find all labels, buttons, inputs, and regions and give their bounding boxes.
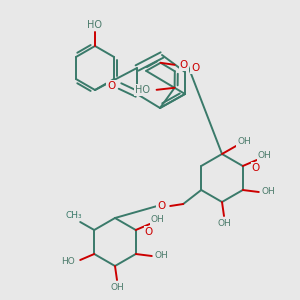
Text: OH: OH bbox=[151, 215, 165, 224]
Text: OH: OH bbox=[155, 251, 169, 260]
Text: HO: HO bbox=[135, 85, 150, 95]
Text: OH: OH bbox=[258, 152, 272, 160]
Text: CH₃: CH₃ bbox=[66, 211, 82, 220]
Text: OH: OH bbox=[262, 188, 276, 196]
Text: HO: HO bbox=[88, 20, 103, 30]
Text: O: O bbox=[157, 201, 165, 211]
Text: HO: HO bbox=[61, 257, 75, 266]
Text: OH: OH bbox=[237, 137, 251, 146]
Text: O: O bbox=[191, 63, 199, 73]
Text: O: O bbox=[252, 163, 260, 173]
Text: O: O bbox=[107, 81, 115, 91]
Text: OH: OH bbox=[110, 284, 124, 292]
Text: O: O bbox=[145, 227, 153, 237]
Text: OH: OH bbox=[217, 220, 231, 229]
Text: O: O bbox=[179, 60, 188, 70]
